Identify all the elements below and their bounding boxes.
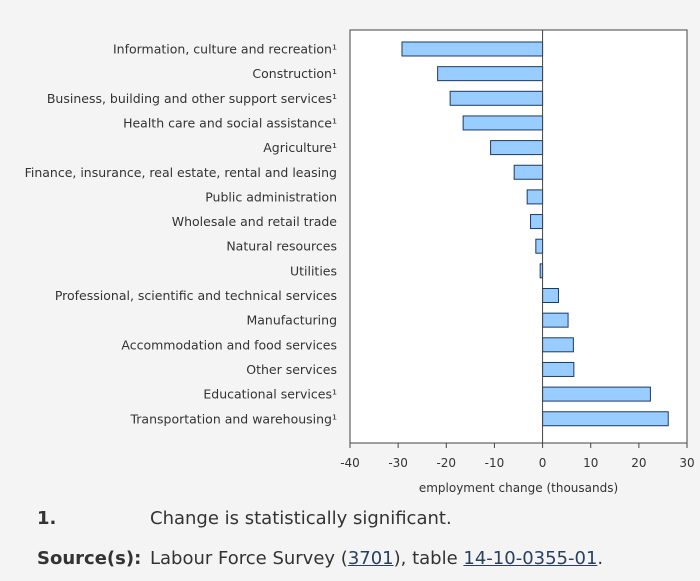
bar bbox=[542, 288, 559, 303]
bar bbox=[526, 189, 544, 205]
category-label: Accommodation and food services bbox=[121, 337, 337, 352]
bar bbox=[535, 238, 544, 254]
category-label: Utilities bbox=[290, 263, 337, 278]
category-label: Transportation and warehousing¹ bbox=[129, 411, 337, 426]
source-label: Source(s): bbox=[37, 548, 142, 569]
category-label: Construction¹ bbox=[252, 66, 337, 81]
bar bbox=[401, 41, 544, 57]
category-label: Information, culture and recreation¹ bbox=[113, 42, 337, 57]
table-link[interactable]: 14-10-0355-01 bbox=[463, 548, 598, 569]
category-label: Finance, insurance, real estate, rental … bbox=[25, 165, 337, 180]
x-tick-label: -40 bbox=[340, 456, 360, 470]
category-label: Other services bbox=[246, 362, 337, 377]
source-suffix: . bbox=[597, 548, 604, 569]
source-prefix: Labour Force Survey ( bbox=[150, 548, 348, 569]
bar bbox=[542, 361, 575, 377]
bar bbox=[542, 411, 669, 427]
bar bbox=[513, 164, 544, 180]
bar bbox=[490, 140, 544, 156]
bar bbox=[462, 115, 544, 131]
footnote-text: Change is statistically significant. bbox=[150, 508, 452, 529]
bar bbox=[437, 66, 544, 82]
category-label: Natural resources bbox=[226, 239, 337, 254]
x-tick-label: -20 bbox=[436, 456, 456, 470]
category-label: Educational services¹ bbox=[203, 387, 337, 402]
footnote-number: 1. bbox=[37, 508, 57, 529]
x-tick-label: 20 bbox=[631, 456, 646, 470]
source-line: Source(s): Labour Force Survey (3701), ta… bbox=[37, 548, 603, 569]
x-tick-label: -10 bbox=[485, 456, 505, 470]
x-tick-label: 10 bbox=[583, 456, 598, 470]
x-tick-label: -30 bbox=[388, 456, 408, 470]
category-label: Professional, scientific and technical s… bbox=[55, 288, 337, 303]
bar bbox=[542, 337, 574, 353]
x-tick-label: 0 bbox=[539, 456, 547, 470]
bar-chart: Information, culture and recreation¹ Cons… bbox=[25, 29, 695, 495]
category-label: Business, building and other support ser… bbox=[47, 91, 337, 106]
x-tick-label: 30 bbox=[679, 456, 694, 470]
category-label: Health care and social assistance¹ bbox=[123, 115, 337, 130]
x-axis-title: employment change (thousands) bbox=[419, 481, 618, 495]
bar bbox=[542, 386, 651, 402]
category-label: Manufacturing bbox=[246, 313, 337, 328]
category-label: Wholesale and retail trade bbox=[172, 214, 338, 229]
bar bbox=[449, 90, 544, 106]
survey-link[interactable]: 3701 bbox=[347, 548, 394, 569]
bar bbox=[542, 312, 569, 328]
bar bbox=[530, 214, 544, 230]
source-middle: ), table bbox=[393, 548, 464, 569]
category-label: Public administration bbox=[205, 189, 337, 204]
category-label: Agriculture¹ bbox=[263, 140, 337, 155]
footnote-1: 1. Change is statistically significant. bbox=[37, 508, 452, 529]
